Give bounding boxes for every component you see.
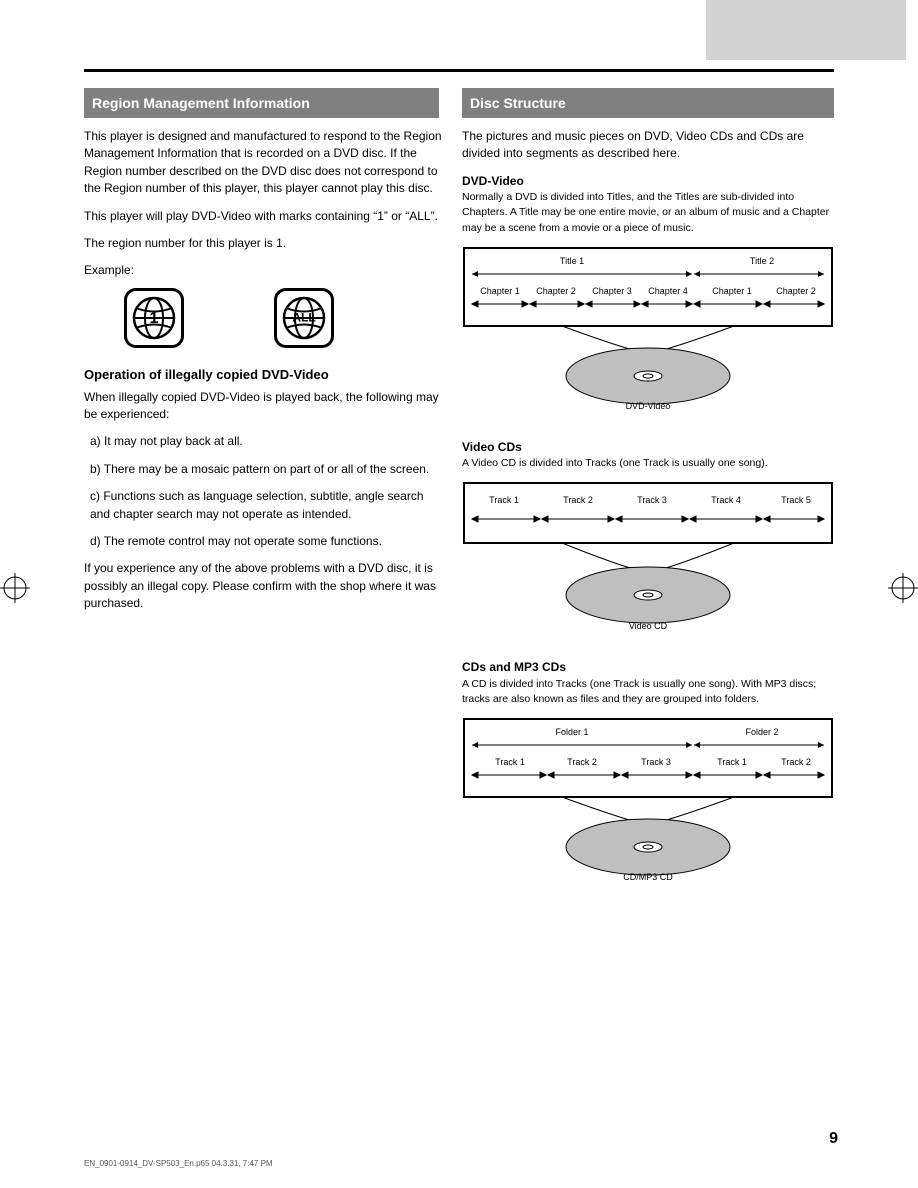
list-item: c) Functions such as language selection,… <box>90 488 444 523</box>
svg-text:Chapter 2: Chapter 2 <box>536 286 576 296</box>
vcd-diagram: Track 1 Track 2 Track 3 Track 4 Track 5 … <box>462 481 834 631</box>
right-column: The pictures and music pieces on DVD, Vi… <box>462 128 834 910</box>
svg-text:CD/MP3 CD: CD/MP3 CD <box>623 872 673 882</box>
svg-text:Track 1: Track 1 <box>717 757 747 767</box>
section-title-right: Disc Structure <box>462 88 834 118</box>
svg-text:Chapter 1: Chapter 1 <box>712 286 752 296</box>
para: A CD is divided into Tracks (one Track i… <box>462 677 834 707</box>
svg-text:Chapter 1: Chapter 1 <box>480 286 520 296</box>
cd-heading: CDs and MP3 CDs <box>462 659 834 676</box>
left-column: This player is designed and manufactured… <box>84 128 444 622</box>
svg-text:Track 2: Track 2 <box>563 495 593 505</box>
para: A Video CD is divided into Tracks (one T… <box>462 456 834 471</box>
list-item: b) There may be a mosaic pattern on part… <box>90 461 444 478</box>
svg-text:Title 2: Title 2 <box>750 256 774 266</box>
svg-text:DVD-Video: DVD-Video <box>626 401 671 411</box>
cd-diagram: Folder 1 Folder 2 Track 1 Track 2 Track … <box>462 717 834 882</box>
svg-text:Chapter 2: Chapter 2 <box>776 286 816 296</box>
para: This player is designed and manufactured… <box>84 128 444 198</box>
page-tab <box>706 0 906 60</box>
para: This player will play DVD-Video with mar… <box>84 208 444 225</box>
footer-meta: EN_0901-0914_DV-SP503_En.p65 04.3.31, 7:… <box>84 1159 273 1168</box>
svg-text:Track 2: Track 2 <box>781 757 811 767</box>
svg-text:Video CD: Video CD <box>629 621 668 631</box>
svg-text:Track 4: Track 4 <box>711 495 741 505</box>
svg-text:Folder 1: Folder 1 <box>555 727 588 737</box>
para: When illegally copied DVD-Video is playe… <box>84 389 444 424</box>
svg-text:Chapter 3: Chapter 3 <box>592 286 632 296</box>
svg-text:Chapter 4: Chapter 4 <box>648 286 688 296</box>
dvd-diagram: Title 1 Title 2 Chapter 1 Chapter 2 Chap… <box>462 246 834 411</box>
top-rule <box>84 69 834 72</box>
svg-text:Folder 2: Folder 2 <box>745 727 778 737</box>
svg-text:Track 1: Track 1 <box>495 757 525 767</box>
region-label: The region number for this player is 1. <box>84 235 444 252</box>
list-item: d) The remote control may not operate so… <box>90 533 444 550</box>
example-label: Example: <box>84 262 444 279</box>
svg-text:Track 1: Track 1 <box>489 495 519 505</box>
globe-icons: 1 ALL <box>124 288 444 348</box>
globe-all: ALL <box>292 309 315 326</box>
crop-mark-icon <box>0 573 30 603</box>
dvd-heading: DVD-Video <box>462 173 834 190</box>
illegal-heading: Operation of illegally copied DVD-Video <box>84 366 444 385</box>
para: If you experience any of the above probl… <box>84 560 444 612</box>
t: Title 1 <box>560 256 584 266</box>
svg-text:Track 3: Track 3 <box>637 495 667 505</box>
para: Normally a DVD is divided into Titles, a… <box>462 190 834 236</box>
svg-text:Track 5: Track 5 <box>781 495 811 505</box>
svg-text:Track 3: Track 3 <box>641 757 671 767</box>
list-item: a) It may not play back at all. <box>90 433 444 450</box>
crop-mark-icon <box>888 573 918 603</box>
svg-text:Track 2: Track 2 <box>567 757 597 767</box>
region-globe-icon: ALL <box>274 288 334 348</box>
section-title-left: Region Management Information <box>84 88 439 118</box>
region-globe-icon: 1 <box>124 288 184 348</box>
vcd-heading: Video CDs <box>462 439 834 456</box>
para: The pictures and music pieces on DVD, Vi… <box>462 128 834 163</box>
page-number: 9 <box>829 1130 838 1148</box>
globe-number: 1 <box>150 307 159 330</box>
